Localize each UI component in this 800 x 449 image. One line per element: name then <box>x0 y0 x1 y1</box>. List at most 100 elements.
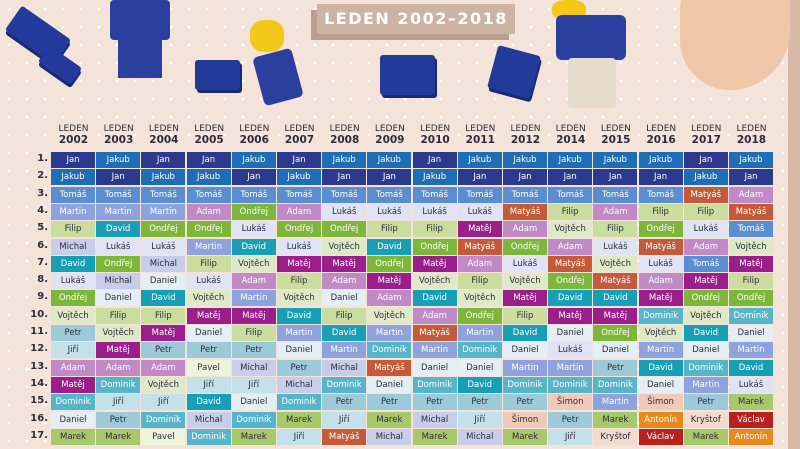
name-cell: Šimon <box>548 394 593 411</box>
name-cell: Vojtěch <box>729 238 773 255</box>
name-cell: Jan <box>457 169 502 186</box>
header-year: 2009 <box>375 134 405 146</box>
name-cell: Martin <box>683 376 728 393</box>
name-cell: Marek <box>412 428 457 445</box>
name-cell: Dominik <box>141 411 186 428</box>
name-cell: Daniel <box>457 359 502 376</box>
name-cell: Lukáš <box>412 203 457 220</box>
name-cell: Filip <box>729 273 773 290</box>
name-cell: Marek <box>503 428 547 445</box>
name-cell: Lukáš <box>503 255 547 272</box>
lego-figure-legs <box>568 58 616 108</box>
name-cell: Daniel <box>638 376 683 393</box>
name-cell: Dominik <box>503 376 547 393</box>
name-cell: Matyáš <box>322 428 367 445</box>
name-cell: Šimon <box>503 411 547 428</box>
name-cell: Lukáš <box>141 238 186 255</box>
name-cell: Tomáš <box>322 186 367 203</box>
name-cell: Dominik <box>683 359 728 376</box>
header-year: 2010 <box>420 134 450 146</box>
name-cell: Ondřej <box>457 307 502 324</box>
name-cell: Jan <box>503 169 547 186</box>
name-cell: Ondřej <box>231 203 276 220</box>
name-cell: David <box>322 325 367 341</box>
name-cell: Jiří <box>322 411 367 428</box>
name-cell: Adam <box>638 273 683 290</box>
name-cell: Dominik <box>96 376 141 393</box>
name-cell: Matěj <box>322 255 367 272</box>
name-cell: Daniel <box>96 290 141 307</box>
header-year: 2006 <box>239 134 269 146</box>
name-cell: Petr <box>277 359 321 376</box>
name-cell: Daniel <box>593 342 638 359</box>
name-cell: Petr <box>503 394 547 411</box>
name-cell: Jan <box>729 169 773 186</box>
name-cell: David <box>457 376 502 393</box>
name-cell: Martin <box>141 203 186 220</box>
name-cell: Lukáš <box>277 238 321 255</box>
header-month: LEDEN <box>555 124 586 134</box>
name-cell: Martin <box>638 342 683 359</box>
rank-label: 9. <box>37 291 48 303</box>
rank-label: 6. <box>37 239 48 251</box>
name-cell: Adam <box>367 290 412 307</box>
rank-label: 17. <box>30 429 48 441</box>
name-cell: Antonín <box>729 428 773 445</box>
name-cell: Vojtěch <box>186 290 231 307</box>
name-cell: Jan <box>638 169 683 186</box>
column-header: LEDEN 2005 <box>187 124 232 146</box>
name-cell: Adam <box>503 221 547 238</box>
name-cell: Vojtěch <box>638 325 683 341</box>
name-cell: Jan <box>186 152 231 168</box>
header-month: LEDEN <box>646 124 677 134</box>
name-cell: Ondřej <box>503 238 547 255</box>
name-cell: Matěj <box>593 307 638 324</box>
name-cell: Matyáš <box>367 359 412 376</box>
name-cell: Matyáš <box>503 203 547 220</box>
name-cell: Matěj <box>457 221 502 238</box>
name-cell: Matěj <box>548 307 593 324</box>
column-header: LEDEN 2003 <box>96 124 141 146</box>
name-cell: David <box>186 394 231 411</box>
name-cell: Martin <box>593 394 638 411</box>
name-cell: Adam <box>322 273 367 290</box>
name-cell: David <box>277 307 321 324</box>
header-year: 2008 <box>330 134 360 146</box>
name-cell: Matyáš <box>593 273 638 290</box>
name-cell: Vojtěch <box>503 273 547 290</box>
name-cell: Adam <box>186 203 231 220</box>
name-cell: Lukáš <box>186 273 231 290</box>
name-cell: Matěj <box>141 325 186 341</box>
column-header: LEDEN 2004 <box>141 124 186 146</box>
name-cell: Petr <box>683 394 728 411</box>
column-header: LEDEN 2002 <box>51 124 96 146</box>
name-cell: Marek <box>593 411 638 428</box>
column-header: LEDEN 2008 <box>322 124 367 146</box>
name-cell: Michal <box>231 359 276 376</box>
name-cell: Vojtěch <box>367 307 412 324</box>
name-cell: Tomáš <box>367 186 412 203</box>
name-cell: Ondřej <box>638 221 683 238</box>
rank-label: 16. <box>30 412 48 424</box>
lego-figure-icon <box>556 15 626 60</box>
column-header: LEDEN 2009 <box>367 124 412 146</box>
name-cell: Michal <box>412 411 457 428</box>
name-cell: David <box>593 290 638 307</box>
name-cell: Jakub <box>593 152 638 168</box>
name-cell: Ondřej <box>277 221 321 238</box>
name-cell: Ondřej <box>729 290 773 307</box>
name-cell: Dominik <box>548 376 593 393</box>
name-cell: Jakub <box>503 152 547 168</box>
lego-brick-icon <box>195 60 240 90</box>
name-cell: Vojtěch <box>231 255 276 272</box>
name-cell: Lukáš <box>638 255 683 272</box>
name-cell: Tomáš <box>457 186 502 203</box>
name-cell: Martin <box>729 342 773 359</box>
name-cell: David <box>96 221 141 238</box>
name-cell: David <box>548 290 593 307</box>
name-cell: Matěj <box>186 307 231 324</box>
name-cell: Martin <box>231 290 276 307</box>
name-cell: Daniel <box>412 359 457 376</box>
name-cell: Jan <box>322 169 367 186</box>
column-header: LEDEN 2010 <box>413 124 458 146</box>
